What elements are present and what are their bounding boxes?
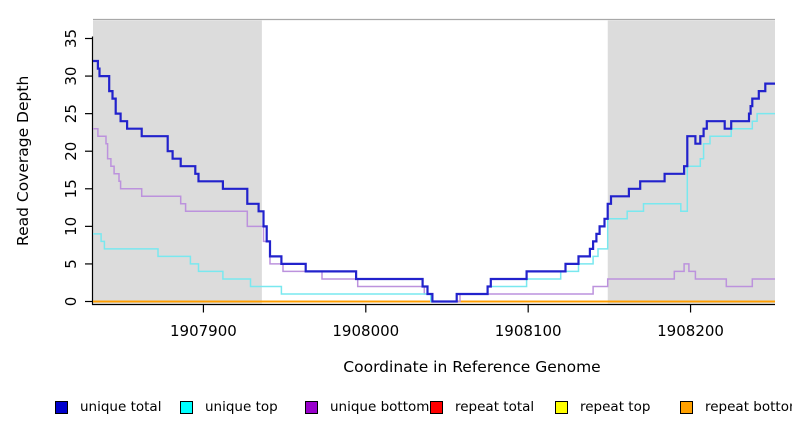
legend-label: unique top	[205, 399, 278, 415]
legend-label: unique total	[80, 399, 162, 415]
repeat-region-band-0	[93, 20, 262, 304]
legend-swatch-unique-top	[180, 400, 193, 414]
y-tick-label: 10	[62, 217, 80, 236]
legend-label: repeat bottom	[705, 399, 792, 415]
series-line-unique-top	[93, 112, 775, 303]
legend-swatch-unique-total	[55, 400, 68, 414]
y-tick-label: 15	[62, 179, 80, 198]
legend-item-repeat-bottom: repeat bottom	[680, 398, 792, 416]
legend-swatch-unique-bottom	[305, 400, 318, 414]
y-axis-title: Read Coverage Depth	[14, 75, 32, 246]
legend-swatch-repeat-top	[555, 400, 568, 414]
series-line-unique-bottom	[93, 127, 775, 303]
y-tick-label: 25	[62, 104, 80, 123]
y-tick-label: 0	[62, 297, 80, 307]
y-tick-label: 30	[62, 67, 80, 86]
legend-label: repeat top	[580, 399, 651, 415]
legend-item-unique-bottom: unique bottom	[305, 398, 429, 416]
x-tick-label: 1908200	[657, 322, 724, 340]
series-line-unique-total	[93, 59, 775, 303]
legend-item-unique-top: unique top	[180, 398, 278, 416]
legend-swatch-repeat-total	[430, 400, 443, 414]
x-tick-label: 1907900	[170, 322, 237, 340]
x-tick-label: 1908100	[495, 322, 562, 340]
legend-swatch-repeat-bottom	[680, 400, 693, 414]
legend: unique total unique top unique bottom repea…	[0, 398, 792, 420]
x-axis-title-text: Coordinate in Reference Genome	[343, 358, 601, 376]
y-tick-label: 5	[62, 259, 80, 269]
legend-label: unique bottom	[330, 399, 430, 415]
legend-label: repeat total	[455, 399, 535, 415]
legend-item-repeat-top: repeat top	[555, 398, 650, 416]
y-tick-label: 20	[62, 142, 80, 161]
repeat-region-band-1	[607, 20, 775, 304]
y-tick-label: 35	[62, 29, 80, 48]
x-tick-label: 1908000	[332, 322, 399, 340]
x-axis-title: Coordinate in Reference Genome	[0, 358, 792, 376]
plot-canvas: 0 5 10 15 20 25 30 35 1907900 1908000 1908100 19082…	[62, 18, 775, 340]
legend-item-unique-total: unique total	[55, 398, 161, 416]
legend-item-repeat-total: repeat total	[430, 398, 534, 416]
